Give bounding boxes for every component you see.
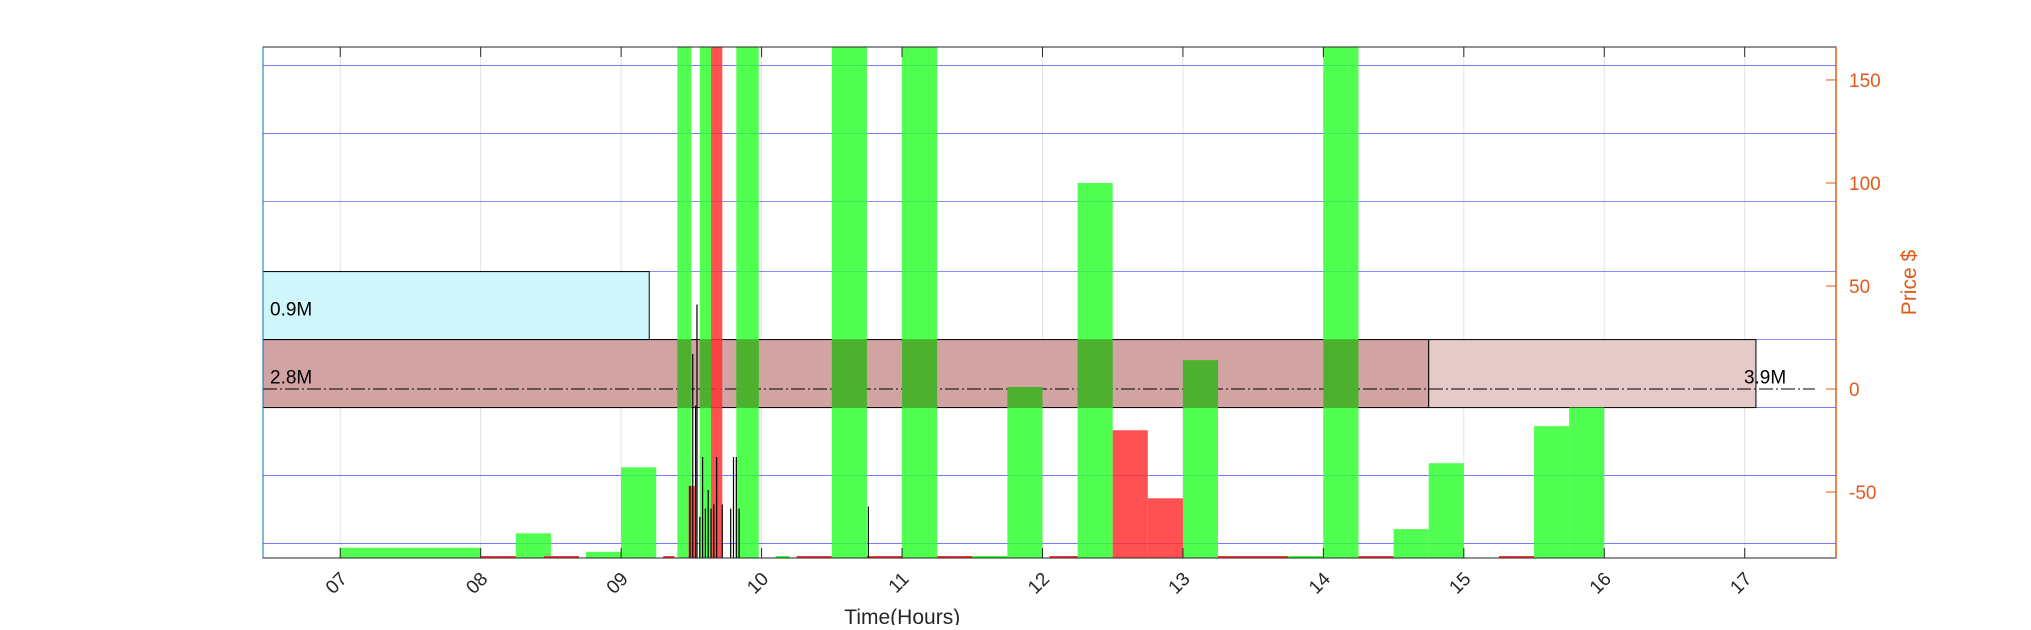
volume-box-label: 0.9M xyxy=(270,300,312,321)
volume-box-label: 2.8M xyxy=(270,368,312,389)
y-tick-label: 100 xyxy=(1849,174,1881,195)
up-bar xyxy=(1428,463,1464,558)
x-tick-label: 10 xyxy=(743,569,773,599)
up-bar xyxy=(831,47,867,558)
overlap-segment xyxy=(736,339,759,408)
down-bar xyxy=(688,485,696,558)
up-bar xyxy=(621,467,657,558)
y-axis-label: Price $ xyxy=(1898,250,1921,316)
overlap-segment xyxy=(677,339,692,408)
y-tick-label: 150 xyxy=(1849,71,1881,92)
up-bar xyxy=(902,47,938,558)
up-bar xyxy=(586,551,622,558)
down-bar xyxy=(1147,498,1183,558)
y-tick-label: 0 xyxy=(1849,380,1860,401)
x-tick-label: 17 xyxy=(1726,569,1756,599)
x-tick-label: 07 xyxy=(322,569,352,599)
up-bar xyxy=(340,547,481,558)
x-tick-label: 12 xyxy=(1024,569,1054,599)
x-tick-label: 15 xyxy=(1446,569,1476,599)
y-tick-label: -50 xyxy=(1849,483,1876,504)
overlap-segment xyxy=(1007,386,1043,408)
up-bar xyxy=(1569,407,1605,558)
overlap-segment xyxy=(699,339,712,408)
up-bar xyxy=(515,533,551,558)
up-bar xyxy=(699,47,712,558)
volume-box xyxy=(262,271,650,341)
y-tick-label: 50 xyxy=(1849,277,1870,298)
down-bar xyxy=(1112,430,1148,558)
up-bar xyxy=(1534,426,1570,558)
volume-box-label: 3.9M xyxy=(1744,368,1786,389)
up-bar xyxy=(1393,529,1429,558)
x-tick-label: 14 xyxy=(1305,568,1335,598)
x-tick-label: 13 xyxy=(1165,569,1195,599)
x-axis-label: Time(Hours) xyxy=(844,606,960,625)
x-tick-label: 11 xyxy=(885,569,914,598)
down-bar xyxy=(711,47,723,558)
overlap-segment xyxy=(831,339,867,408)
up-bar xyxy=(1007,386,1043,558)
overlap-segment xyxy=(1182,360,1219,408)
x-tick-label: 08 xyxy=(462,569,492,599)
up-bar xyxy=(1323,47,1359,558)
up-bar xyxy=(736,47,759,558)
x-tick-label: 16 xyxy=(1586,569,1616,599)
x-tick-label: 09 xyxy=(603,569,633,599)
up-bar xyxy=(677,47,692,558)
overlap-segment xyxy=(1323,339,1359,408)
overlap-segment xyxy=(902,339,938,408)
volume-box xyxy=(1428,339,1757,409)
overlap-segment xyxy=(1077,339,1113,408)
